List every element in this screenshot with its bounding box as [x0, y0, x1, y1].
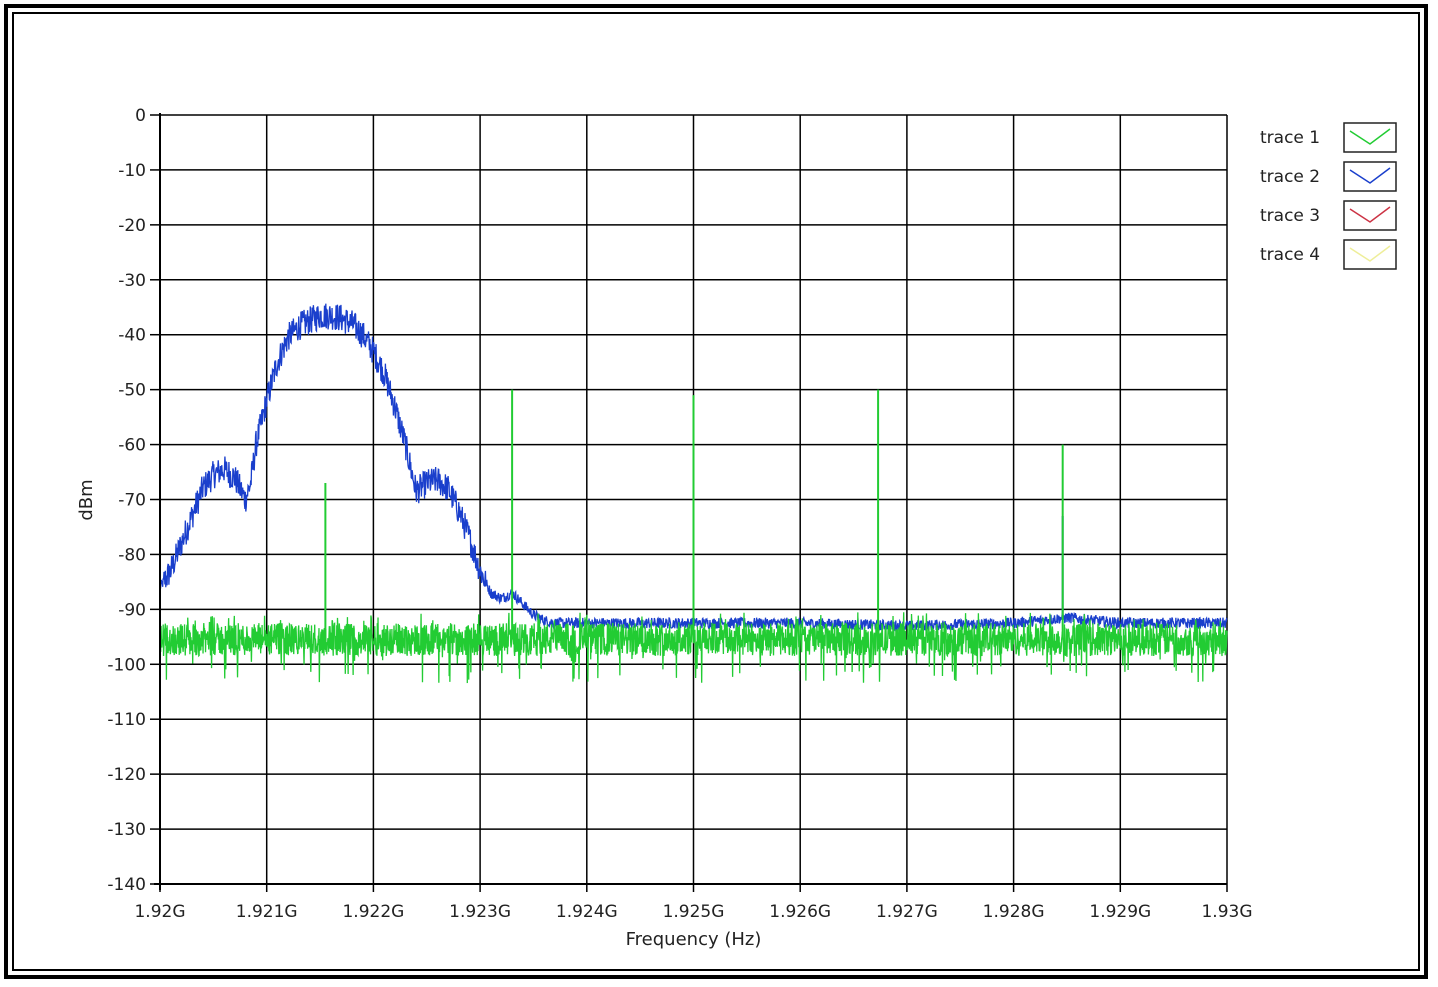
y-tick-label: -130 [107, 820, 146, 840]
y-axis-ticks: 0 -10 -20 -30 -40 -50 -60 -70 -80 -90 -100 -110 -120… [107, 106, 160, 895]
legend-swatch [1343, 161, 1397, 192]
x-tick-label: 1.926G [769, 902, 831, 922]
y-tick-label: -90 [118, 600, 146, 620]
x-tick-label: 1.929G [1089, 902, 1151, 922]
y-tick-label: -20 [118, 216, 146, 236]
y-tick-label: -110 [107, 710, 146, 730]
outer-frame [4, 4, 1428, 979]
y-tick-label: -140 [107, 875, 146, 895]
x-tick-label: 1.921G [236, 902, 298, 922]
legend-swatch [1343, 200, 1397, 231]
legend-label: trace 3 [1260, 206, 1320, 226]
legend-swatch [1343, 122, 1397, 153]
trace-1-line [159, 612, 1228, 684]
y-tick-label: -120 [107, 765, 146, 785]
x-axis-title: Frequency (Hz) [626, 929, 762, 950]
x-tick-label: 1.928G [983, 902, 1045, 922]
x-tick-label: 1.93G [1201, 902, 1252, 922]
x-axis-ticks: 1.92G 1.921G 1.922G 1.923G 1.924G 1.925G 1.926… [134, 884, 1253, 922]
x-tick-label: 1.925G [663, 902, 725, 922]
y-tick-label: -100 [107, 655, 146, 675]
x-tick-label: 1.92G [134, 902, 185, 922]
y-tick-label: -30 [118, 271, 146, 291]
x-tick-label: 1.922G [342, 902, 404, 922]
plot-traces [159, 303, 1228, 684]
x-tick-label: 1.927G [876, 902, 938, 922]
axes [154, 113, 1227, 890]
y-tick-label: -40 [118, 326, 146, 346]
legend-label: trace 1 [1260, 128, 1320, 148]
y-axis-title: dBm [76, 479, 97, 520]
y-tick-label: 0 [135, 106, 146, 126]
y-tick-label: -60 [118, 436, 146, 456]
legend-swatch [1343, 239, 1397, 270]
legend-label: trace 4 [1260, 245, 1320, 265]
y-tick-label: -80 [118, 545, 146, 565]
legend: trace 1 trace 2 trace 3 trace 4 [1260, 122, 1397, 270]
graph-panel [12, 12, 1420, 971]
x-tick-label: 1.923G [449, 902, 511, 922]
y-tick-label: -70 [118, 491, 146, 511]
y-tick-label: -10 [118, 161, 146, 181]
x-tick-label: 1.924G [556, 902, 618, 922]
legend-label: trace 2 [1260, 167, 1320, 187]
y-tick-label: -50 [118, 381, 146, 401]
